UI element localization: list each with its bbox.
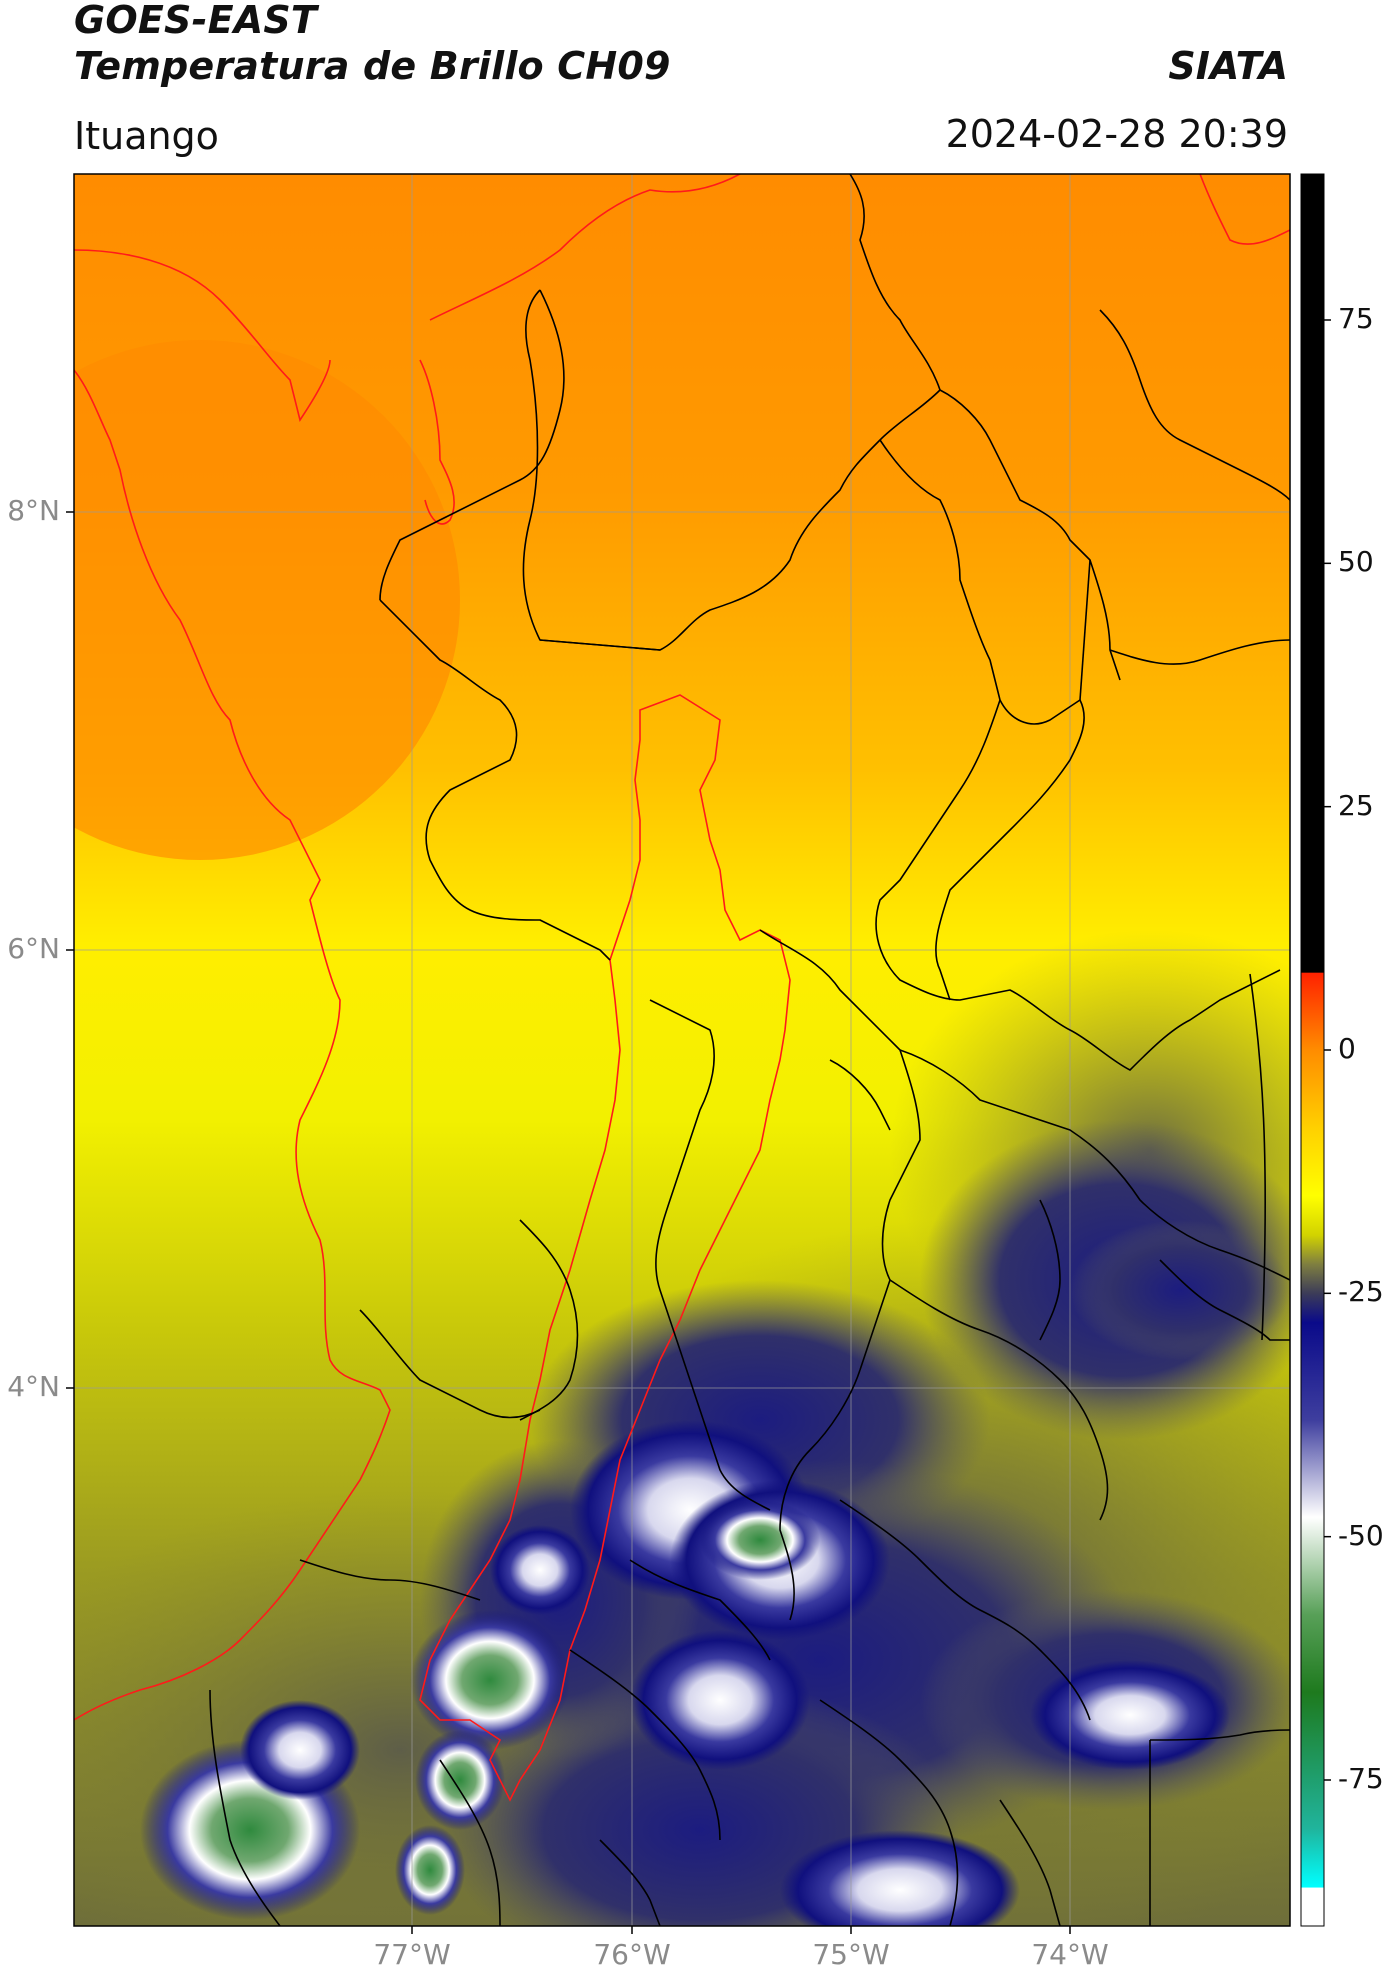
brand-label: SIATA xyxy=(1168,44,1288,88)
lat-tick-label: 6°N xyxy=(7,932,60,965)
region-label: Ituango xyxy=(74,114,219,158)
colorbar-tick-label: 25 xyxy=(1338,788,1374,822)
timestamp-label: 2024-02-28 20:39 xyxy=(945,112,1288,156)
title-satellite: GOES-EAST xyxy=(74,0,318,42)
colorbar-tick-label: 50 xyxy=(1338,545,1374,579)
lat-tick-label: 4°N xyxy=(7,1370,60,1403)
colorbar-tick-label: 0 xyxy=(1338,1032,1356,1065)
lon-tick-label: 77°W xyxy=(373,1938,451,1971)
colorbar-tick-label: -25 xyxy=(1338,1275,1384,1309)
lat-tick-label: 8°N xyxy=(7,494,60,527)
coastline xyxy=(74,249,391,1721)
lon-tick-label: 75°W xyxy=(812,1938,890,1971)
title-product: Temperatura de Brillo CH09 xyxy=(74,44,671,88)
colorbar-tick-label: -75 xyxy=(1338,1762,1384,1795)
graticule xyxy=(74,174,1290,1926)
colorbar-tick-label: -50 xyxy=(1338,1518,1384,1552)
colorbar xyxy=(1300,173,1331,1927)
lon-tick-label: 76°W xyxy=(593,1938,671,1971)
map-frame xyxy=(73,173,1291,1927)
basin-outline xyxy=(419,694,791,1802)
lon-tick-label: 74°W xyxy=(1031,1938,1109,1971)
satellite-image xyxy=(74,174,1290,1926)
department-boundaries xyxy=(209,174,1290,1926)
colorbar-tick-label: 75 xyxy=(1338,302,1374,335)
